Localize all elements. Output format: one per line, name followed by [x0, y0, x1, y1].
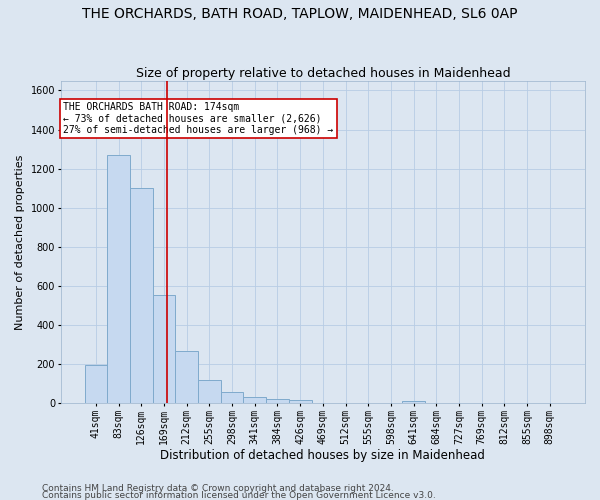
Y-axis label: Number of detached properties: Number of detached properties	[15, 154, 25, 330]
X-axis label: Distribution of detached houses by size in Maidenhead: Distribution of detached houses by size …	[160, 450, 485, 462]
Text: Contains HM Land Registry data © Crown copyright and database right 2024.: Contains HM Land Registry data © Crown c…	[42, 484, 394, 493]
Bar	[152, 294, 175, 403]
Text: THE ORCHARDS, BATH ROAD, TAPLOW, MAIDENHEAD, SL6 0AP: THE ORCHARDS, BATH ROAD, TAPLOW, MAIDENH…	[82, 8, 518, 22]
Bar	[289, 400, 311, 403]
Bar	[107, 155, 130, 403]
Bar	[244, 397, 266, 403]
Bar	[403, 400, 425, 403]
Bar	[198, 380, 221, 403]
Bar	[85, 364, 107, 403]
Text: THE ORCHARDS BATH ROAD: 174sqm
← 73% of detached houses are smaller (2,626)
27% : THE ORCHARDS BATH ROAD: 174sqm ← 73% of …	[64, 102, 334, 135]
Bar	[175, 352, 198, 403]
Bar	[221, 392, 244, 403]
Bar	[266, 399, 289, 403]
Text: Contains public sector information licensed under the Open Government Licence v3: Contains public sector information licen…	[42, 491, 436, 500]
Bar	[130, 188, 152, 403]
Title: Size of property relative to detached houses in Maidenhead: Size of property relative to detached ho…	[136, 66, 510, 80]
